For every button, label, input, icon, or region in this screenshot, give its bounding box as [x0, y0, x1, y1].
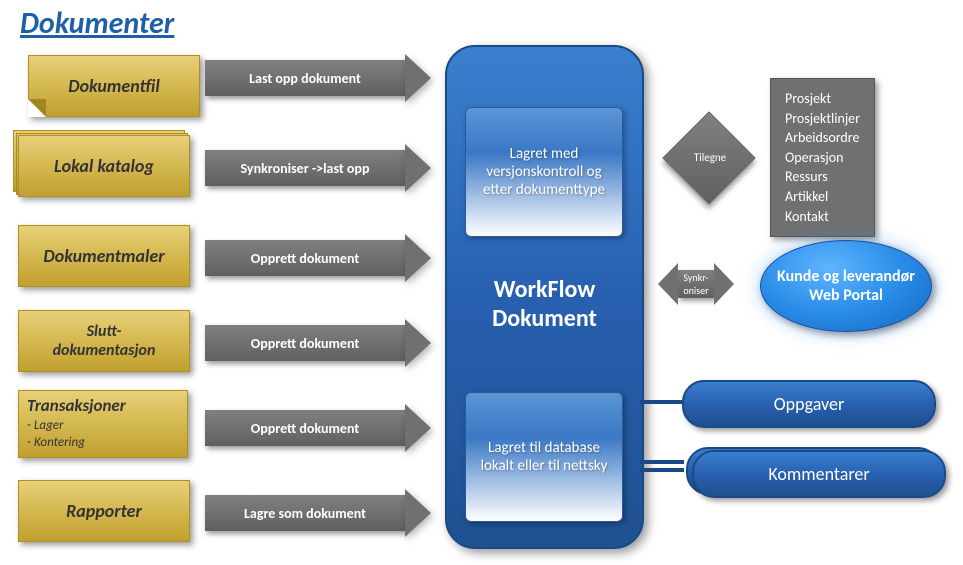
entity-item: Artikkel [785, 187, 860, 207]
action-arrow: Opprett dokument [205, 410, 405, 446]
doc-box: Dokumentfil [28, 55, 200, 117]
entity-item: Ressurs [785, 167, 860, 187]
doc-transactions: Transaksjoner- Lager- Kontering [18, 390, 188, 458]
doc-box: Dokumentmaler [18, 225, 190, 287]
workflow-title: WorkFlowDokument [447, 275, 642, 333]
action-arrow: Last opp dokument [205, 60, 405, 96]
page-title: Dokumenter [20, 5, 174, 42]
entity-list: ProsjektProsjektlinjerArbeidsordreOperas… [770, 78, 875, 237]
connector-line [640, 468, 684, 472]
web-portal-oval: Kunde og leverandør Web Portal [760, 240, 932, 332]
entity-item: Kontakt [785, 207, 860, 227]
action-arrow: Synkroniser ->last opp [205, 150, 405, 186]
doc-box: Lokal katalog [18, 135, 190, 197]
connector-line [640, 460, 684, 464]
pill-kommentarer: Kommentarer [692, 450, 946, 498]
entity-item: Prosjekt [785, 89, 860, 109]
entity-item: Arbeidsordre [785, 128, 860, 148]
storage-box-version: Lagret med versjonskontroll og etter dok… [465, 107, 623, 237]
assign-label: Tilegne [690, 151, 730, 164]
storage-box-database: Lagret til database lokalt eller til net… [465, 392, 623, 522]
pill-oppgaver: Oppgaver [682, 380, 936, 428]
workflow-container: Lagret med versjonskontroll og etter dok… [445, 45, 644, 549]
sync-double-arrow: Synkr-oniser [678, 270, 714, 298]
doc-box: Rapporter [18, 480, 190, 542]
action-arrow: Lagre som dokument [205, 495, 405, 531]
action-arrow: Opprett dokument [205, 240, 405, 276]
connector-line [640, 400, 682, 404]
doc-box: Slutt- dokumentasjon [18, 310, 190, 372]
entity-item: Prosjektlinjer [785, 109, 860, 129]
entity-item: Operasjon [785, 148, 860, 168]
action-arrow: Opprett dokument [205, 325, 405, 361]
